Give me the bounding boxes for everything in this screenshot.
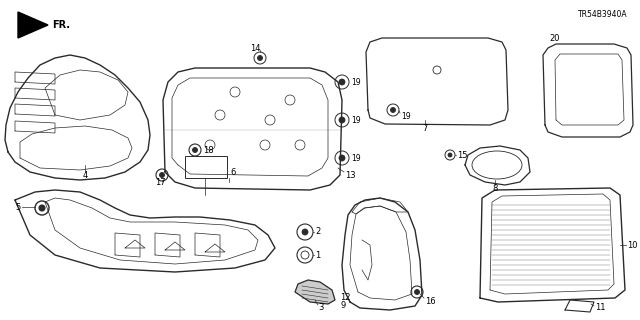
Text: TR54B3940A: TR54B3940A	[579, 10, 628, 19]
Text: 14: 14	[250, 44, 260, 52]
Text: 11: 11	[595, 303, 605, 313]
Polygon shape	[295, 280, 335, 304]
Circle shape	[339, 79, 345, 85]
Text: 19: 19	[401, 111, 411, 121]
Text: 19: 19	[351, 116, 360, 124]
Text: 16: 16	[425, 298, 436, 307]
Text: 19: 19	[351, 154, 360, 163]
Circle shape	[159, 172, 164, 178]
Text: FR.: FR.	[52, 20, 70, 30]
Text: 19: 19	[351, 77, 360, 86]
FancyBboxPatch shape	[185, 156, 227, 178]
Text: 1: 1	[315, 251, 320, 260]
Text: 12: 12	[340, 293, 351, 302]
Text: 6: 6	[230, 167, 236, 177]
Text: 18: 18	[203, 146, 214, 155]
Text: 15: 15	[457, 150, 467, 159]
Text: 7: 7	[422, 124, 428, 132]
Text: 4: 4	[83, 171, 88, 180]
Circle shape	[339, 155, 345, 161]
Text: 10: 10	[627, 241, 637, 250]
Text: 8: 8	[492, 183, 498, 193]
Circle shape	[339, 117, 345, 123]
Circle shape	[390, 108, 396, 113]
Circle shape	[448, 153, 452, 157]
Text: 5: 5	[15, 203, 20, 212]
Text: 2: 2	[315, 228, 320, 236]
Circle shape	[415, 290, 419, 294]
Circle shape	[302, 229, 308, 235]
Circle shape	[193, 148, 198, 153]
Text: 3: 3	[318, 303, 323, 313]
Circle shape	[257, 55, 262, 60]
Polygon shape	[18, 12, 48, 38]
Text: 13: 13	[345, 171, 356, 180]
Text: 17: 17	[155, 178, 166, 187]
Text: 20: 20	[550, 34, 560, 43]
Circle shape	[39, 205, 45, 211]
Text: 9: 9	[340, 301, 345, 310]
